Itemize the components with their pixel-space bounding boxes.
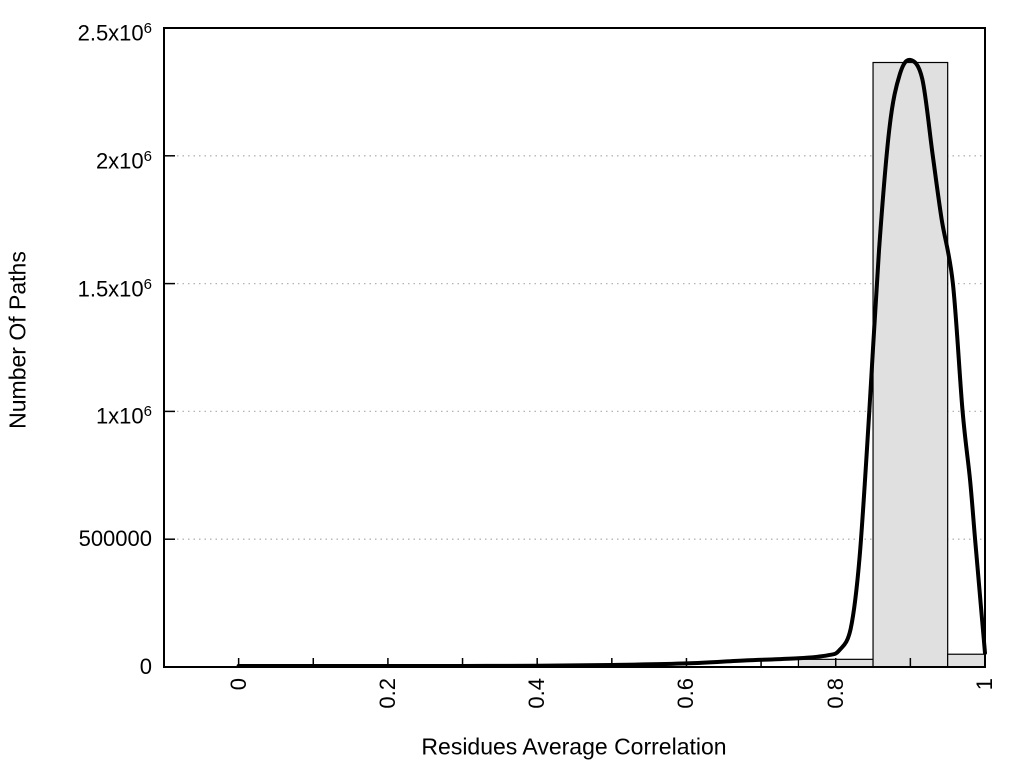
exponent: 6 xyxy=(143,275,152,293)
plot-border xyxy=(163,27,986,668)
y-tick-label: 500000 xyxy=(78,526,152,552)
frequency-curve xyxy=(236,57,987,669)
y-tick-label: 1.5x106 xyxy=(77,275,152,301)
x-tick-label: 0.6 xyxy=(673,678,699,709)
x-tick-label: 0.8 xyxy=(822,678,848,709)
y-tick-label: 2x106 xyxy=(95,147,152,174)
exponent: 6 xyxy=(143,147,152,165)
exponent: 6 xyxy=(143,403,152,421)
x-axis-title: Residues Average Correlation xyxy=(421,733,727,760)
histogram-bar xyxy=(872,61,949,668)
x-tick-label: 0 xyxy=(225,678,251,691)
y-tick-label: 2.5x106 xyxy=(77,20,152,46)
x-tick-label: 1 xyxy=(972,678,997,691)
y-tick-label: 0 xyxy=(139,654,152,679)
y-axis-title: Number Of Paths xyxy=(4,251,31,429)
histogram-bar xyxy=(947,653,986,668)
x-tick-label: 0.2 xyxy=(374,678,400,709)
exponent: 6 xyxy=(143,20,152,37)
y-tick-label: 1x106 xyxy=(95,403,152,429)
x-tick-label: 0.4 xyxy=(524,678,550,709)
